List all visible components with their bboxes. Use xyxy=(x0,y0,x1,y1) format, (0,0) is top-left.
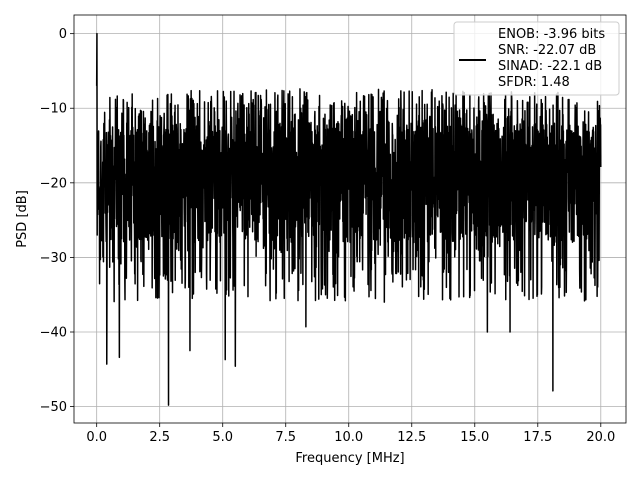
y-tick-label: −20 xyxy=(40,176,67,191)
x-tick-label: 20.0 xyxy=(586,430,615,445)
legend-box xyxy=(453,21,620,96)
legend-entry: SINAD: -22.1 dB xyxy=(498,59,602,74)
psd-trace xyxy=(95,32,602,406)
x-tick-label: 15.0 xyxy=(460,430,489,445)
y-tick-label: −30 xyxy=(40,251,67,266)
axes-frame xyxy=(73,14,627,424)
y-tick-label: −50 xyxy=(40,400,67,415)
x-tick-label: 5.0 xyxy=(212,430,233,445)
x-tick-label: 7.5 xyxy=(275,430,296,445)
y-tick-label: −40 xyxy=(40,326,67,341)
psd-series-line xyxy=(95,32,602,406)
y-axis-label: PSD [dB] xyxy=(15,190,30,248)
legend-entry: SFDR: 1.48 xyxy=(498,75,570,90)
y-axis-ticks: 0 −10 −20 −30 −40 −50 xyxy=(40,27,74,415)
x-tick-label: 12.5 xyxy=(397,430,426,445)
x-tick-label: 17.5 xyxy=(523,430,552,445)
legend-entry: SNR: -22.07 dB xyxy=(498,43,596,58)
x-tick-label: 2.5 xyxy=(149,430,170,445)
x-tick-label: 0.0 xyxy=(86,430,107,445)
x-axis-label: Frequency [MHz] xyxy=(295,451,404,466)
x-tick-label: 10.0 xyxy=(334,430,363,445)
y-tick-label: 0 xyxy=(59,27,67,42)
y-tick-label: −10 xyxy=(40,102,67,117)
legend-entry: ENOB: -3.96 bits xyxy=(498,27,605,42)
x-axis-ticks: 0.0 2.5 5.0 7.5 10.0 12.5 15.0 17.5 20.0 xyxy=(86,423,615,445)
